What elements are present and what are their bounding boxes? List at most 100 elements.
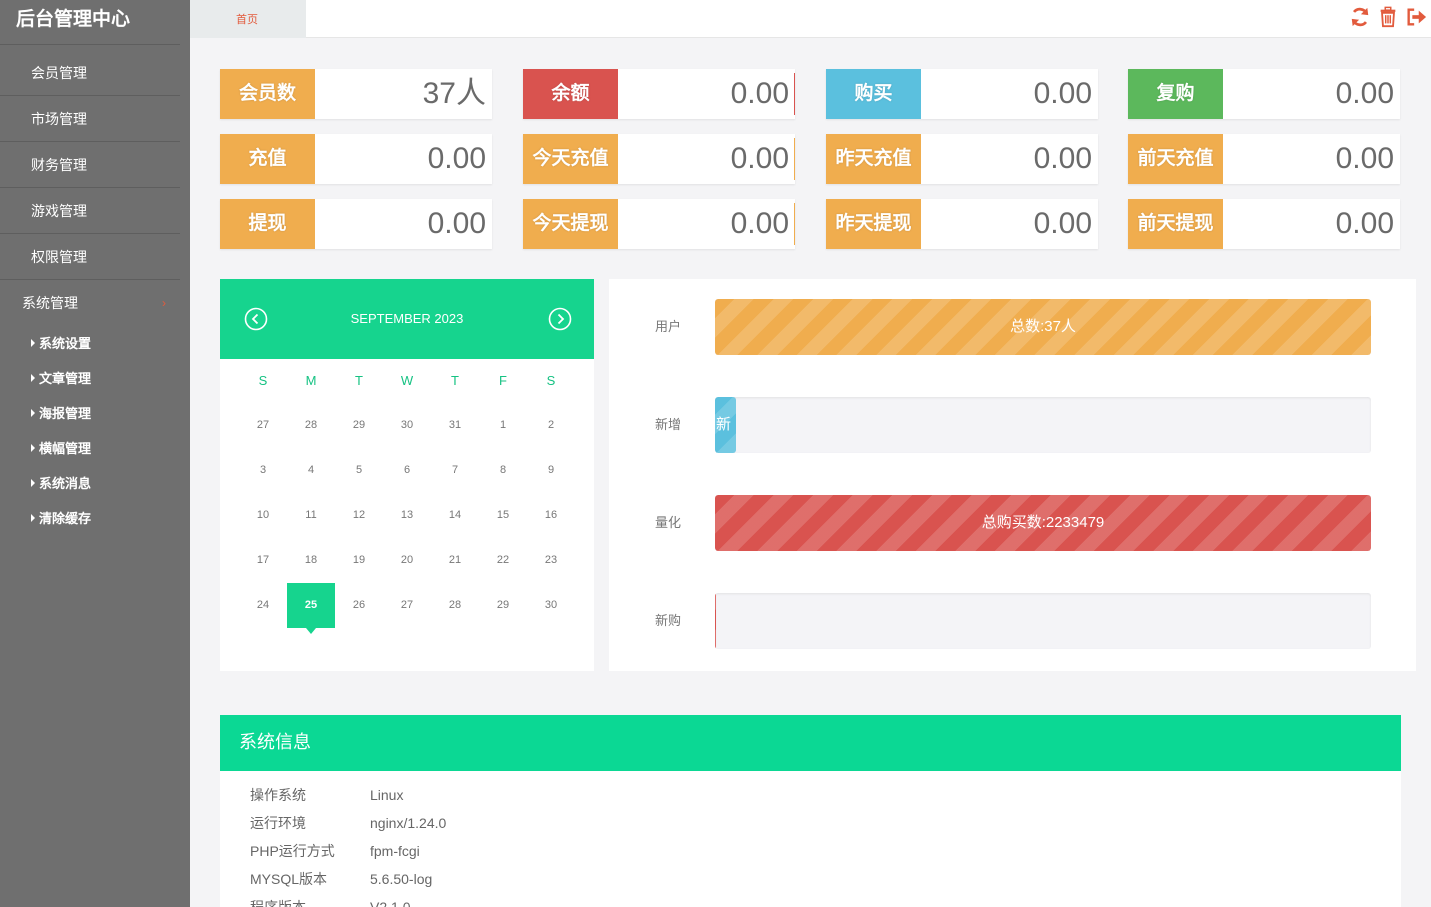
sidebar-subitem-banners[interactable]: 横幅管理 <box>0 431 180 466</box>
chevron-right-circle-icon[interactable] <box>548 307 572 331</box>
card-edge <box>794 203 795 245</box>
calendar-day[interactable]: 1 <box>499 419 507 431</box>
calendar-day[interactable]: 9 <box>547 464 555 476</box>
stat-label: 前天充值 <box>1128 134 1223 184</box>
system-info-row: 运行环境 nginx/1.24.0 <box>220 809 1401 837</box>
system-info-panel: 系统信息 操作系统 Linux 运行环境 nginx/1.24.0 PHP运行方… <box>220 715 1401 907</box>
stat-value: 37人 <box>422 77 486 110</box>
progress-row: 新购 <box>609 593 1416 649</box>
stat-label: 购买 <box>826 69 921 119</box>
calendar-day[interactable]: 5 <box>355 464 363 476</box>
stat-value: 0.00 <box>730 207 789 240</box>
calendar-day[interactable]: 7 <box>451 464 459 476</box>
calendar-day[interactable]: 30 <box>400 419 414 431</box>
progress-row: 量化 总购买数:2233479 <box>609 495 1416 551</box>
sidebar-group-system: 系统管理 › 系统设置 文章管理 海报管理 横幅管理 系统消息 清除缓存 <box>0 280 180 536</box>
calendar-day[interactable]: 28 <box>448 599 462 611</box>
progress-track: 总数:37人 <box>715 299 1371 355</box>
calendar-day[interactable]: 30 <box>544 599 558 611</box>
progress-row: 新增 新 <box>609 397 1416 453</box>
progress-panel: 用户 总数:37人新增 新量化 总购买数:2233479 新购 <box>609 279 1416 671</box>
stat-label: 提现 <box>220 199 315 249</box>
caret-right-icon <box>31 339 35 347</box>
calendar-day[interactable]: 25 <box>287 583 335 634</box>
stat-card-withdraw: 提现 0.00 <box>220 199 492 249</box>
system-info-title: 系统信息 <box>220 715 1401 771</box>
progress-label: 用户 <box>655 319 682 334</box>
sidebar-subitem-clear-cache[interactable]: 清除缓存 <box>0 501 180 536</box>
calendar-day[interactable]: 14 <box>448 509 462 521</box>
stat-value: 0.00 <box>1033 77 1092 110</box>
stat-card-recharge-yesterday: 昨天充值 0.00 <box>826 134 1098 184</box>
calendar-day[interactable]: 11 <box>305 509 317 521</box>
calendar-day[interactable]: 20 <box>400 554 414 566</box>
calendar-day[interactable]: 16 <box>544 509 558 521</box>
calendar-day[interactable]: 15 <box>496 509 510 521</box>
stat-card-recharge-day-before: 前天充值 0.00 <box>1128 134 1400 184</box>
progress-label: 新购 <box>655 613 682 628</box>
calendar-day[interactable]: 29 <box>496 599 510 611</box>
sidebar-subitem-posters[interactable]: 海报管理 <box>0 396 180 431</box>
trash-icon[interactable] <box>1377 6 1399 28</box>
info-key: 操作系统 <box>250 787 306 803</box>
calendar-day[interactable]: 18 <box>304 554 318 566</box>
sidebar-item-games[interactable]: 游戏管理 <box>0 188 180 234</box>
calendar-day[interactable]: 23 <box>544 554 558 566</box>
calendar-day[interactable]: 26 <box>352 599 366 611</box>
sidebar-subitem-label: 海报管理 <box>39 406 92 421</box>
logout-icon[interactable] <box>1405 6 1427 28</box>
calendar-month-title: SEPTEMBER 2023 <box>350 311 464 326</box>
stat-card-repurchase: 复购 0.00 <box>1128 69 1400 119</box>
sidebar-item-system[interactable]: 系统管理 › <box>0 280 180 326</box>
stat-label: 会员数 <box>220 69 315 119</box>
system-info-body: 操作系统 Linux 运行环境 nginx/1.24.0 PHP运行方式 fpm… <box>220 771 1401 907</box>
sidebar-subitem-label: 系统设置 <box>39 336 92 351</box>
sidebar-subitem-articles[interactable]: 文章管理 <box>0 361 180 396</box>
calendar-widget: SEPTEMBER 2023 S M T W T F S 27 28 29 30 31 1… <box>220 279 594 671</box>
sidebar: 后台管理中心 会员管理 市场管理 财务管理 游戏管理 权限管理 系统管理 › 系… <box>0 0 190 907</box>
calendar-day[interactable]: 13 <box>400 509 414 521</box>
calendar-day[interactable]: 27 <box>400 599 414 611</box>
stat-card-recharge: 充值 0.00 <box>220 134 492 184</box>
sidebar-item-market[interactable]: 市场管理 <box>0 96 180 142</box>
sidebar-subitem-label: 清除缓存 <box>39 511 92 526</box>
calendar-day[interactable]: 24 <box>256 599 270 611</box>
top-bar: 首页 <box>190 0 1431 38</box>
sidebar-subitem-settings[interactable]: 系统设置 <box>0 326 180 361</box>
calendar-day[interactable]: 19 <box>352 554 366 566</box>
calendar-day[interactable]: 27 <box>256 419 270 431</box>
info-key: 运行环境 <box>250 815 306 831</box>
caret-right-icon <box>31 514 35 522</box>
weekday-label: T <box>451 373 459 388</box>
calendar-day[interactable]: 2 <box>547 419 555 431</box>
calendar-day[interactable]: 10 <box>256 509 270 521</box>
calendar-day[interactable]: 8 <box>499 464 507 476</box>
calendar-day[interactable]: 17 <box>256 554 270 566</box>
calendar-day[interactable]: 28 <box>304 419 318 431</box>
stat-value: 0.00 <box>1033 207 1092 240</box>
tab-home[interactable]: 首页 <box>190 0 306 38</box>
calendar-day[interactable]: 22 <box>496 554 510 566</box>
calendar-day[interactable]: 21 <box>448 554 462 566</box>
stat-value: 0.00 <box>427 207 486 240</box>
refresh-icon[interactable] <box>1349 6 1371 28</box>
calendar-day[interactable]: 29 <box>352 419 366 431</box>
chevron-left-circle-icon[interactable] <box>244 307 268 331</box>
stat-card-withdraw-day-before: 前天提现 0.00 <box>1128 199 1400 249</box>
sidebar-item-members[interactable]: 会员管理 <box>0 50 180 96</box>
card-edge <box>794 73 795 115</box>
stat-label: 今天充值 <box>523 134 618 184</box>
calendar-day[interactable]: 31 <box>448 419 462 431</box>
calendar-day[interactable]: 6 <box>403 464 411 476</box>
calendar-day[interactable]: 12 <box>352 509 366 521</box>
calendar-day[interactable]: 4 <box>307 464 315 476</box>
sidebar-subitem-messages[interactable]: 系统消息 <box>0 466 180 501</box>
calendar-day[interactable]: 3 <box>259 464 267 476</box>
progress-bar-fill <box>715 593 716 649</box>
stat-value: 0.00 <box>1335 142 1394 175</box>
progress-label: 量化 <box>655 515 682 530</box>
info-value: 5.6.50-log <box>370 871 433 887</box>
sidebar-item-permissions[interactable]: 权限管理 <box>0 234 180 280</box>
sidebar-item-finance[interactable]: 财务管理 <box>0 142 180 188</box>
stat-value: 0.00 <box>1335 77 1394 110</box>
